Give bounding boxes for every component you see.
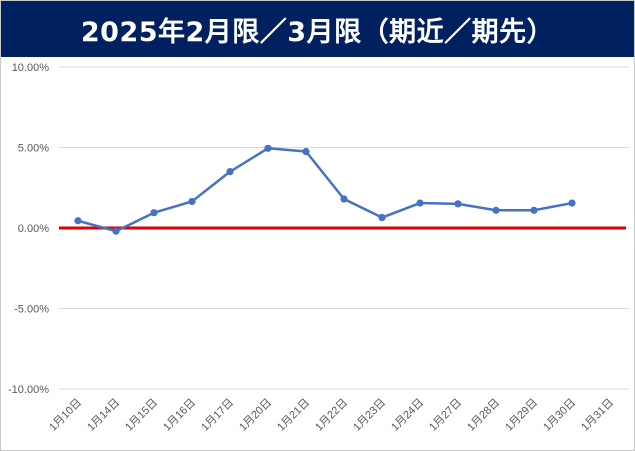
data-point [264, 144, 272, 152]
data-point [340, 195, 348, 203]
x-tick-label: 1月24日 [389, 397, 426, 434]
series-line [77, 147, 573, 233]
data-point [226, 168, 234, 176]
data-point [378, 213, 386, 222]
x-tick-label: 1月30日 [541, 397, 578, 434]
data-point [454, 200, 462, 208]
y-tick-label: -10.00% [8, 384, 49, 396]
series [74, 144, 576, 235]
x-tick-label: 1月16日 [161, 397, 198, 434]
x-tick-label: 1月28日 [465, 397, 502, 434]
y-tick-label: 5.00% [18, 143, 49, 155]
data-point [74, 217, 82, 225]
chart-title: 2025年2月限／3月限（期近／期先） [1, 1, 634, 57]
x-tick-label: 1月23日 [351, 397, 388, 434]
x-tick-label: 1月29日 [503, 397, 540, 434]
x-tick-label: 1月20日 [237, 397, 274, 434]
y-tick-label: 0.00% [18, 223, 49, 235]
y-axis-ticks: 10.00% 5.00% 0.00% -5.00% -10.00% [8, 62, 49, 396]
data-point [150, 209, 158, 217]
y-tick-label: -5.00% [14, 304, 49, 316]
x-tick-label: 1月10日 [47, 397, 84, 434]
y-tick-label: 10.00% [12, 62, 50, 74]
data-point [112, 227, 120, 235]
data-point [416, 199, 424, 207]
x-tick-label: 1月14日 [85, 397, 122, 434]
x-tick-label: 1月21日 [275, 397, 312, 434]
x-axis-ticks: 1月10日 1月14日 1月15日 1月16日 1月17日 1月20日 1月21日 1月22日… [47, 397, 616, 434]
x-tick-label: 1月31日 [579, 397, 616, 434]
data-point [302, 147, 310, 156]
x-tick-label: 1月15日 [123, 397, 160, 434]
x-tick-label: 1月27日 [427, 397, 464, 434]
data-point [188, 197, 196, 206]
data-point [530, 206, 538, 214]
data-point [568, 199, 576, 207]
data-point [492, 206, 500, 214]
x-tick-label: 1月17日 [199, 397, 236, 434]
x-tick-label: 1月22日 [313, 397, 350, 434]
